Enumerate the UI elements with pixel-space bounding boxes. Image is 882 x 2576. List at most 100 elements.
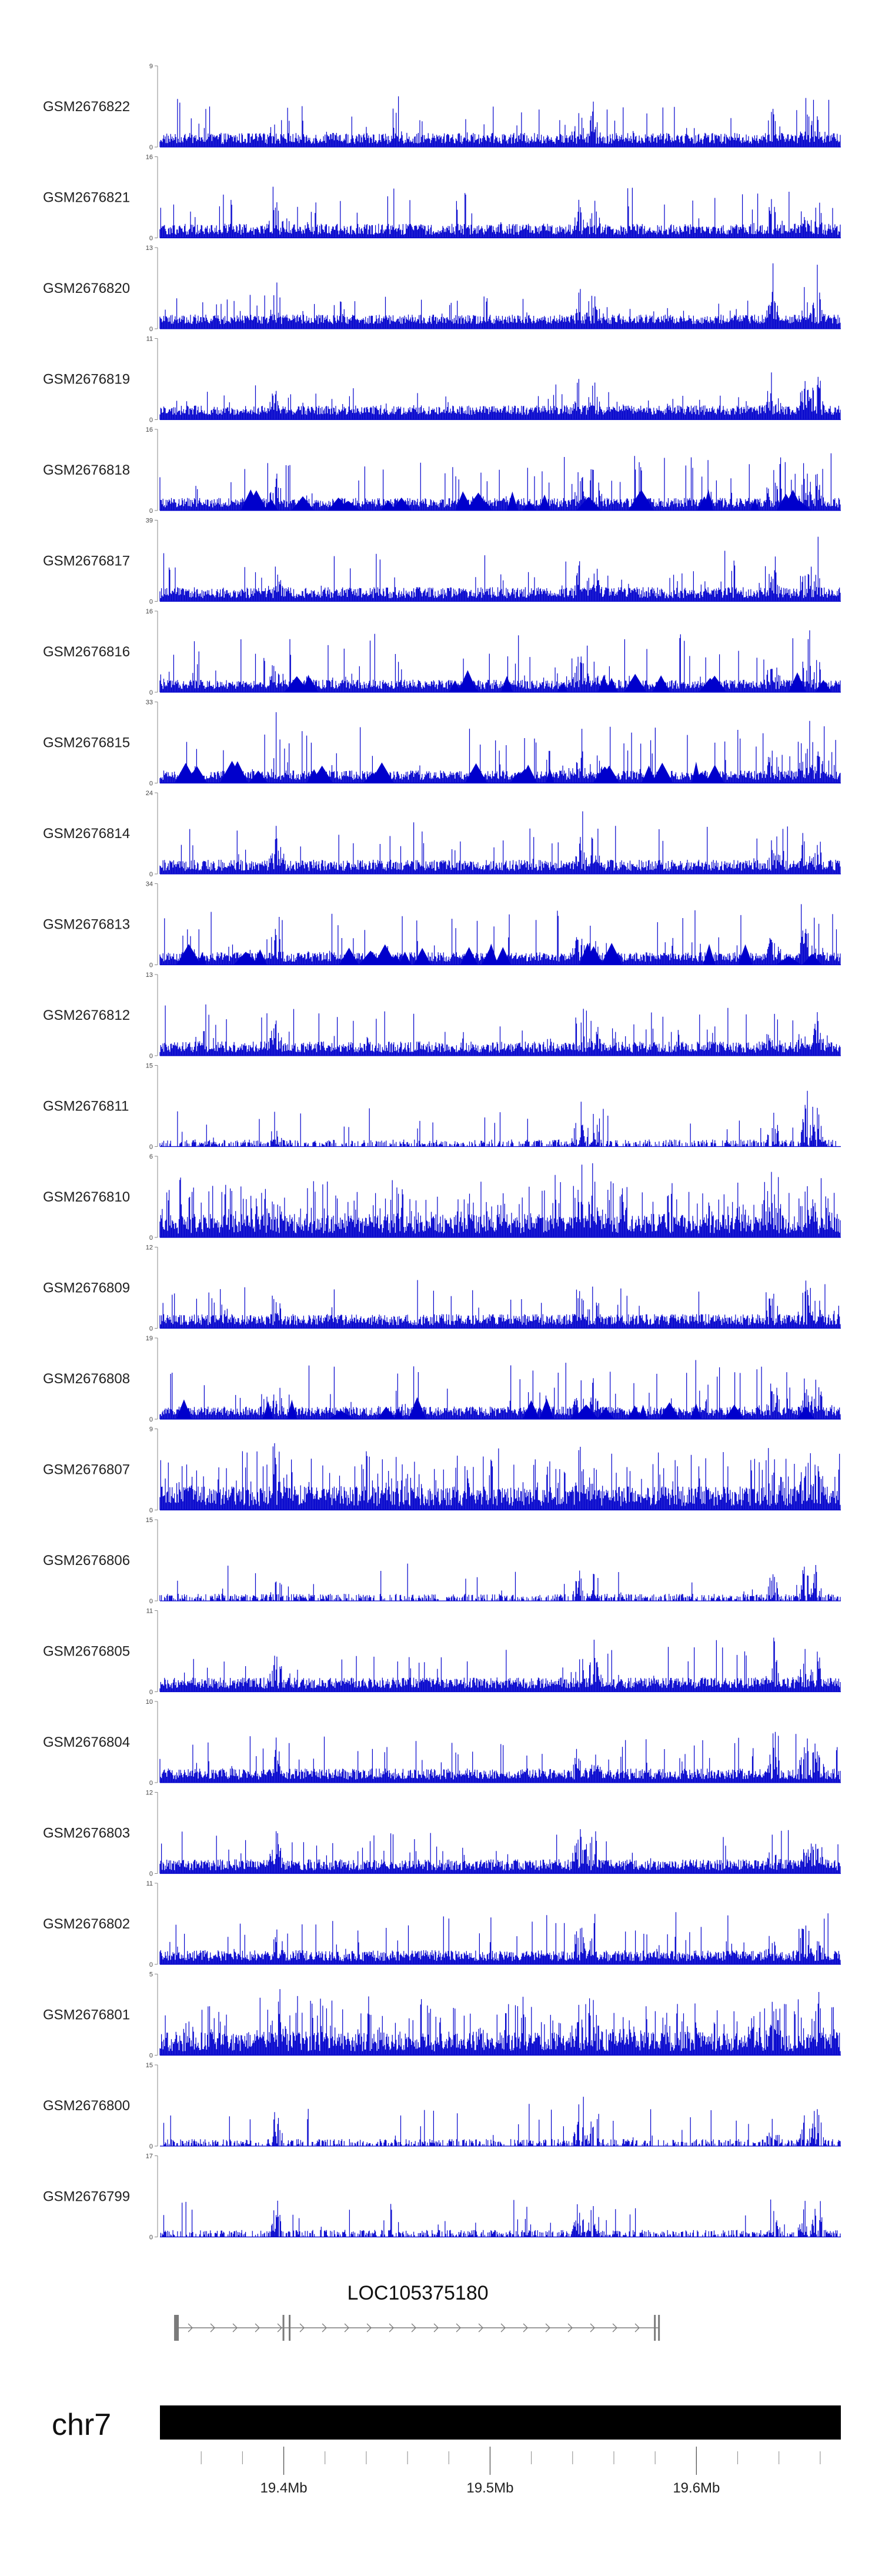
y-max-label: 6 [149, 1153, 153, 1160]
y-min-label: 0 [149, 2234, 153, 2241]
y-max-label: 9 [149, 1426, 153, 1433]
track-GSM2676813: GSM2676813 34 0 [43, 881, 841, 969]
coverage-signal [159, 1637, 841, 1692]
y-min-label: 0 [149, 780, 153, 788]
coverage-signal [160, 2199, 841, 2237]
track-label: GSM2676821 [43, 190, 130, 206]
strand-arrow [590, 2323, 595, 2333]
track-GSM2676821: GSM2676821 16 0 [43, 154, 841, 242]
y-min-label: 0 [149, 599, 153, 606]
track-GSM2676807: GSM2676807 9 0 [43, 1426, 841, 1514]
strand-arrow [232, 2323, 238, 2333]
coverage-signal [159, 1090, 836, 1147]
track-label: GSM2676815 [43, 735, 130, 751]
y-min-label: 0 [149, 689, 153, 696]
track-GSM2676802: GSM2676802 11 0 [43, 1880, 841, 1968]
chromosome-axis-track: chr7 19.4Mb 19.5Mb 19.6Mb [52, 2405, 841, 2496]
y-max-label: 13 [146, 972, 153, 979]
track-label: GSM2676799 [43, 2189, 130, 2205]
y-max-label: 15 [146, 1517, 153, 1524]
strand-arrow [322, 2323, 327, 2333]
gene-annotation-track: LOC105375180 [174, 2282, 660, 2341]
strand-arrow [277, 2323, 282, 2333]
coverage-fill [174, 760, 724, 783]
y-min-label: 0 [149, 1053, 153, 1060]
track-GSM2676800: GSM2676800 15 0 [43, 2062, 841, 2150]
track-label: GSM2676819 [43, 372, 130, 388]
strand-arrow [411, 2323, 416, 2333]
y-max-label: 15 [146, 2062, 153, 2069]
track-GSM2676799: GSM2676799 17 0 [43, 2153, 841, 2241]
track-GSM2676805: GSM2676805 11 0 [43, 1608, 841, 1696]
strand-arrow [634, 2323, 640, 2333]
y-max-label: 5 [149, 1971, 153, 1978]
track-GSM2676820: GSM2676820 13 0 [43, 245, 841, 333]
strand-arrow [612, 2323, 617, 2333]
strand-arrow [478, 2323, 483, 2333]
y-min-label: 0 [149, 1871, 153, 1878]
coverage-signal [159, 1004, 841, 1056]
track-label: GSM2676809 [43, 1280, 130, 1296]
y-max-label: 16 [146, 154, 153, 161]
track-label: GSM2676801 [43, 2007, 130, 2023]
track-label: GSM2676816 [43, 644, 130, 660]
y-min-label: 0 [149, 1416, 153, 1423]
y-min-label: 0 [149, 871, 153, 878]
chromosome-ideogram [160, 2405, 841, 2440]
coverage-signal [163, 2097, 841, 2146]
track-label: GSM2676802 [43, 1916, 130, 1932]
chromosome-label: chr7 [52, 2408, 111, 2442]
coverage-fill [176, 943, 822, 965]
track-GSM2676811: GSM2676811 15 0 [43, 1063, 841, 1151]
coverage-signal [159, 1829, 841, 1874]
coverage-signal [159, 1443, 841, 1510]
y-max-label: 13 [146, 245, 153, 252]
coverage-signal [159, 1280, 841, 1329]
y-max-label: 12 [146, 1790, 153, 1797]
y-max-label: 17 [146, 2153, 153, 2160]
y-min-label: 0 [149, 1144, 153, 1151]
y-min-label: 0 [149, 2053, 153, 2060]
y-min-label: 0 [149, 417, 153, 424]
y-max-label: 24 [146, 790, 153, 797]
track-GSM2676806: GSM2676806 15 0 [43, 1517, 841, 1605]
strand-arrow [523, 2323, 528, 2333]
track-label: GSM2676817 [43, 553, 130, 569]
gene-exon [282, 2315, 285, 2341]
strand-arrow [500, 2323, 506, 2333]
y-min-label: 0 [149, 1326, 153, 1333]
track-GSM2676808: GSM2676808 19 0 [43, 1335, 841, 1423]
strand-arrow [188, 2323, 193, 2333]
track-GSM2676804: GSM2676804 10 0 [43, 1699, 841, 1787]
coverage-fill [240, 489, 812, 510]
y-max-label: 11 [146, 336, 153, 343]
x-tick-label: 19.5Mb [466, 2480, 513, 2496]
coverage-signal [159, 263, 841, 329]
coverage-signal [159, 96, 841, 147]
track-label: GSM2676820 [43, 281, 130, 296]
y-max-label: 16 [146, 608, 153, 615]
y-min-label: 0 [149, 1780, 153, 1787]
strand-arrow [567, 2323, 573, 2333]
coverage-signal [159, 1563, 841, 1601]
track-GSM2676815: GSM2676815 33 0 [43, 699, 841, 788]
strand-arrow [344, 2323, 349, 2333]
coverage-signal [159, 712, 841, 783]
y-max-label: 15 [146, 1063, 153, 1070]
track-label: GSM2676806 [43, 1553, 130, 1569]
strand-arrow [545, 2323, 550, 2333]
x-tick-label: 19.6Mb [673, 2480, 720, 2496]
strand-arrow [433, 2323, 439, 2333]
y-min-label: 0 [149, 508, 153, 515]
track-label: GSM2676805 [43, 1644, 130, 1660]
coverage-signal [159, 1360, 841, 1419]
track-GSM2676819: GSM2676819 11 0 [43, 336, 841, 424]
gene-label: LOC105375180 [348, 2282, 489, 2304]
strand-arrow [366, 2323, 372, 2333]
y-max-label: 10 [146, 1699, 153, 1706]
track-GSM2676814: GSM2676814 24 0 [43, 790, 841, 878]
x-tick-label: 19.4Mb [260, 2480, 308, 2496]
track-GSM2676816: GSM2676816 16 0 [43, 608, 841, 696]
strand-arrow [389, 2323, 394, 2333]
